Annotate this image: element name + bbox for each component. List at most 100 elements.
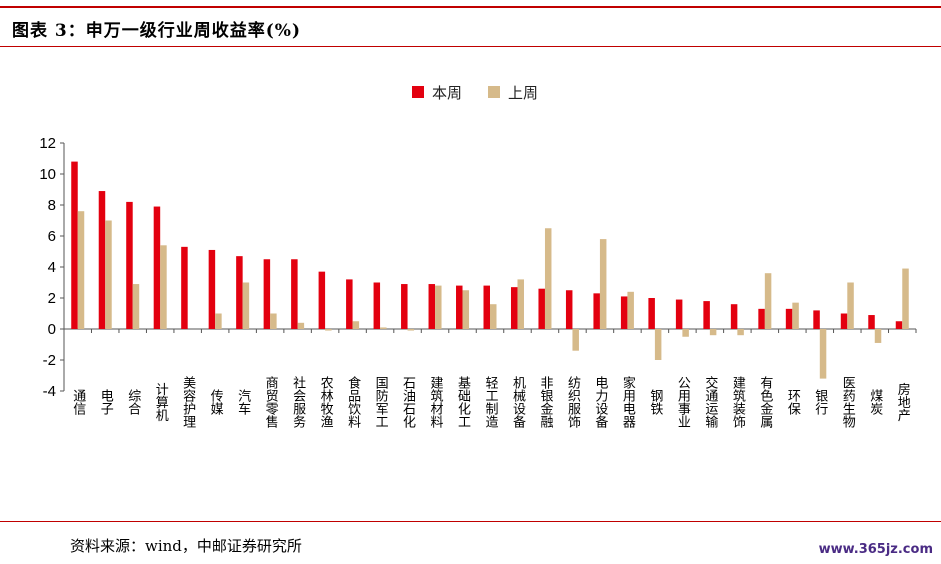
bar-this-week: [428, 284, 436, 329]
figure-title: 图表 3：申万一级行业周收益率(%): [12, 21, 301, 41]
bar-this-week: [456, 285, 463, 329]
x-tick-label: 汽车: [235, 389, 251, 415]
bar-last-week: [874, 329, 882, 343]
bar-last-week: [517, 279, 524, 329]
bar-this-week: [538, 288, 545, 329]
bar-last-week: [105, 220, 112, 329]
bar-last-week: [819, 329, 827, 379]
y-tick-label: 12: [39, 135, 56, 152]
bar-last-week: [132, 284, 140, 329]
x-tick-label: 银行: [812, 389, 828, 416]
x-tick-label: 国防军工: [373, 376, 389, 428]
bar-this-week: [318, 271, 326, 329]
x-tick-label: 传媒: [208, 389, 224, 415]
x-tick-label: 非银金融: [537, 376, 553, 428]
bar-this-week: [813, 310, 820, 329]
x-tick-label: 基础化工: [455, 376, 471, 428]
bar-last-week: [352, 321, 360, 329]
bar-this-week: [98, 191, 106, 329]
bar-last-week: [572, 329, 579, 351]
bar-this-week: [510, 287, 518, 329]
x-tick-label: 房地产: [895, 382, 911, 423]
legend-swatch-last-week: [488, 86, 500, 98]
x-tick-label: 计算机: [153, 383, 169, 423]
x-tick-label: 轻工制造: [483, 376, 499, 429]
y-tick-label: 8: [48, 197, 56, 214]
x-tick-label: 机械设备: [510, 376, 526, 429]
bar-this-week: [620, 296, 628, 329]
x-tick-label: 美容护理: [180, 376, 196, 428]
x-tick-label: 建筑装饰: [730, 376, 746, 428]
bar-this-week: [565, 290, 573, 329]
bar-last-week: [737, 329, 744, 336]
bar-this-week: [593, 293, 600, 329]
bar-this-week: [483, 285, 490, 329]
bottom-rule: [0, 521, 941, 522]
x-tick-label: 交通运输: [702, 375, 718, 428]
y-tick-label: -4: [43, 383, 56, 400]
y-tick-label: 0: [48, 321, 56, 338]
bar-last-week: [654, 329, 662, 360]
x-tick-label: 石油石化: [400, 376, 416, 429]
bar-last-week: [627, 291, 634, 329]
y-tick-label: 10: [39, 166, 56, 183]
x-tick-label: 建筑材料: [428, 376, 444, 428]
bar-this-week: [785, 308, 793, 329]
x-tick-label: 煤炭: [867, 389, 883, 416]
x-tick-label: 商贸零售: [263, 376, 279, 428]
bar-last-week: [407, 329, 415, 331]
bar-this-week: [153, 206, 161, 329]
bar-this-week: [346, 279, 353, 329]
bar-last-week: [764, 273, 772, 329]
top-rule: [0, 6, 941, 8]
bar-this-week: [263, 259, 271, 329]
bar-last-week: [77, 211, 85, 329]
bar-chart: -4 -2 0 2 4 6 8 10 12 通信 电子 综合 计算机 美容护理 传媒 汽车 商贸零售 社会服务 农林…: [39, 84, 917, 429]
legend-swatch-this-week: [412, 86, 424, 98]
bar-last-week: [215, 313, 222, 329]
x-tick-label: 综合: [125, 389, 141, 415]
x-tick-label: 通信: [70, 389, 86, 415]
x-tick-label: 农林牧渔: [318, 376, 334, 428]
y-tick-label: 2: [48, 290, 56, 307]
bar-last-week: [544, 228, 552, 329]
bar-this-week: [208, 249, 216, 329]
bar-last-week: [270, 313, 277, 329]
bar-last-week: [599, 239, 607, 329]
bar-last-week: [462, 290, 470, 329]
x-tick-label: 有色金属: [757, 376, 773, 429]
bar-this-week: [401, 284, 408, 329]
y-tick-label: 6: [48, 228, 56, 245]
title-rule: [0, 46, 941, 47]
bar-this-week: [675, 299, 683, 329]
x-tick-label: 社会服务: [290, 375, 306, 428]
bar-last-week: [380, 327, 387, 329]
bar-last-week: [709, 329, 717, 336]
bar-this-week: [868, 315, 875, 329]
bar-this-week: [181, 246, 188, 329]
bar-this-week: [895, 321, 903, 329]
watermark: www.365jz.com: [818, 542, 933, 557]
y-tick-label: 4: [48, 259, 56, 276]
bar-last-week: [792, 302, 799, 329]
bar-this-week: [291, 259, 298, 329]
x-tick-label: 公用事业: [675, 376, 691, 428]
bar-last-week: [435, 285, 442, 329]
bar-last-week: [242, 282, 250, 329]
bar-this-week: [758, 308, 765, 329]
bar-this-week: [840, 313, 848, 329]
legend-label-this-week: 本周: [432, 84, 462, 102]
bar-last-week: [297, 322, 305, 329]
bar-this-week: [71, 161, 78, 329]
bar-this-week: [373, 282, 381, 329]
y-tick-label: -2: [43, 352, 56, 369]
bar-last-week: [490, 304, 497, 329]
x-tick-label: 电力设备: [592, 376, 608, 429]
bar-last-week: [682, 329, 689, 337]
x-tick-label: 医药生物: [840, 376, 856, 429]
x-tick-label: 环保: [785, 389, 801, 415]
source-note: 资料来源：wind，中邮证券研究所: [70, 537, 302, 555]
legend-label-last-week: 上周: [508, 84, 538, 102]
x-tick-label: 纺织服饰: [565, 376, 581, 428]
bar-this-week: [703, 301, 710, 329]
